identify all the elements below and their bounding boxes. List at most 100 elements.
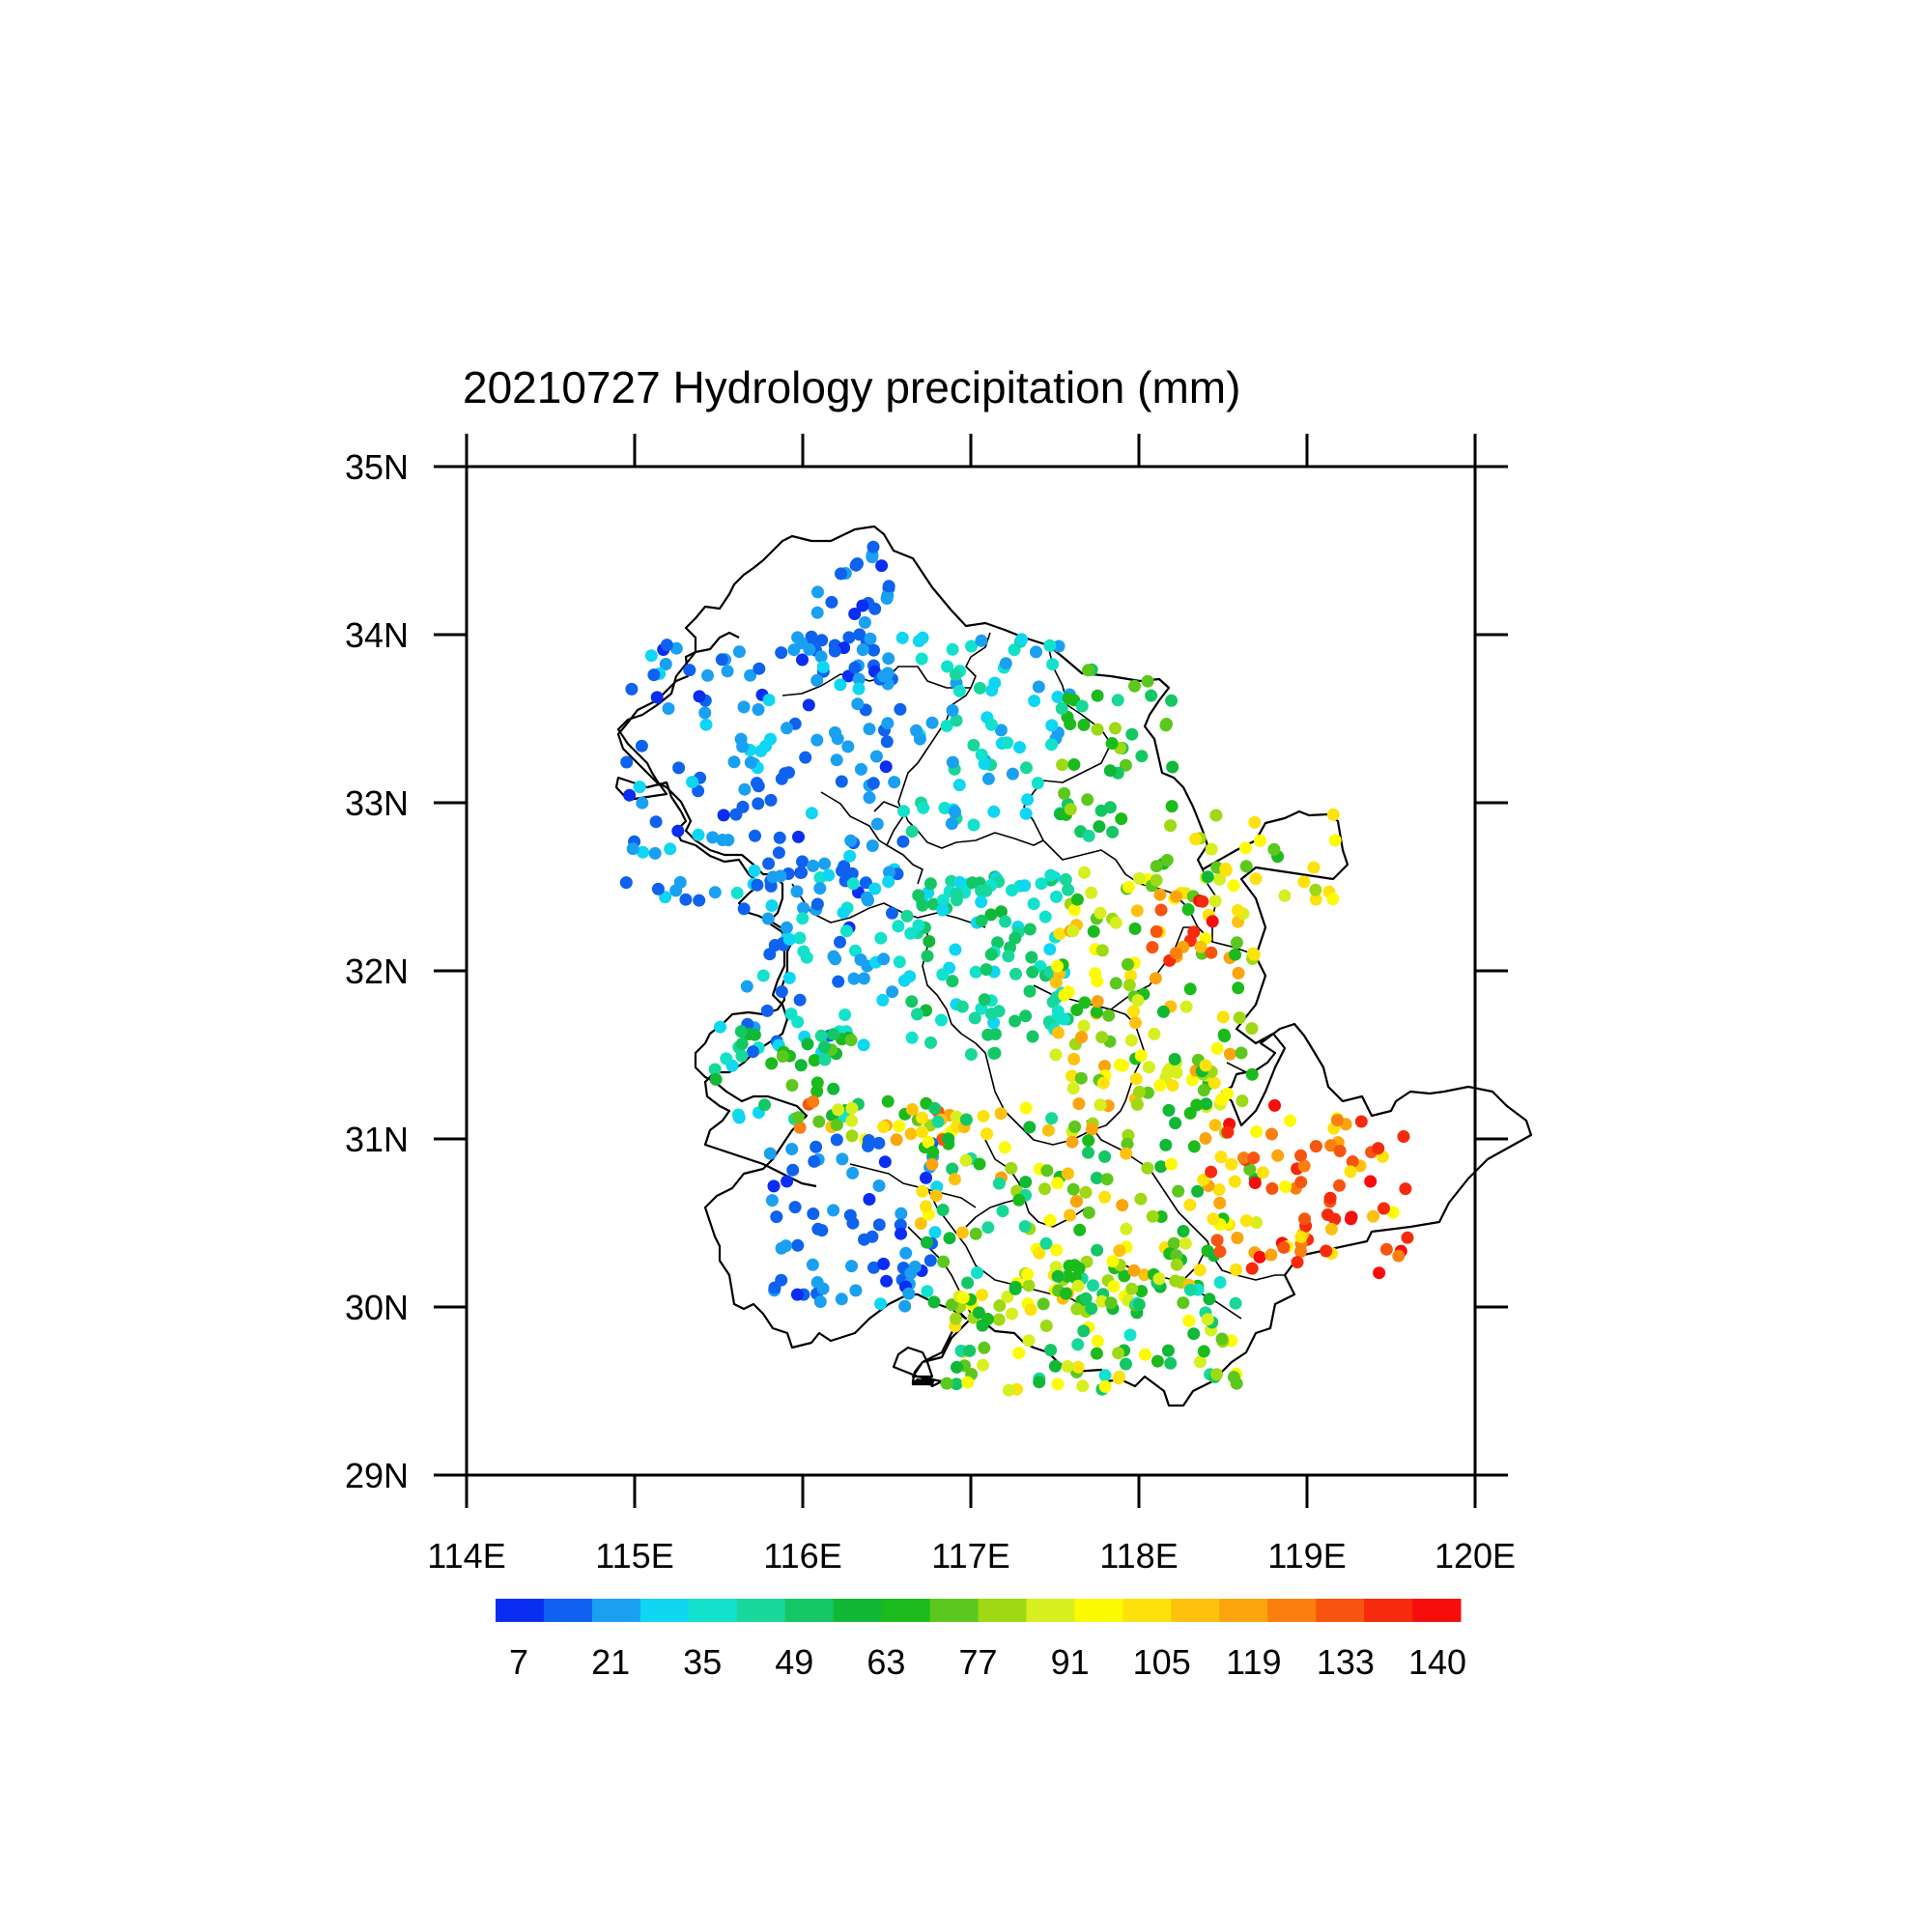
station-point xyxy=(842,631,856,644)
station-point xyxy=(1063,1259,1076,1272)
station-point xyxy=(1125,727,1139,741)
station-point xyxy=(936,968,950,981)
station-point xyxy=(1210,1041,1224,1055)
station-point xyxy=(801,1037,814,1051)
station-point xyxy=(1239,1214,1253,1228)
station-point xyxy=(971,1266,983,1279)
station-point xyxy=(1166,760,1179,774)
station-point xyxy=(772,846,785,860)
station-point xyxy=(784,1008,798,1021)
station-point xyxy=(744,668,757,682)
station-point xyxy=(1307,861,1321,874)
station-point xyxy=(921,950,934,963)
station-point xyxy=(949,1312,962,1325)
station-point xyxy=(1019,1101,1033,1115)
station-point xyxy=(1069,1195,1083,1208)
station-point xyxy=(1130,904,1144,918)
station-point xyxy=(1109,722,1122,735)
station-point xyxy=(825,595,838,609)
station-point xyxy=(1129,1072,1143,1086)
station-point xyxy=(880,735,894,749)
station-point xyxy=(905,995,919,1009)
station-point xyxy=(802,698,815,712)
station-point xyxy=(1279,1180,1292,1193)
station-point xyxy=(946,975,959,988)
station-point xyxy=(781,1175,794,1188)
station-point xyxy=(1090,1172,1103,1184)
x-tick-label: 118E xyxy=(1099,1536,1178,1576)
station-point xyxy=(1206,915,1219,928)
chart-title: 20210727 Hydrology precipitation (mm) xyxy=(463,362,1240,412)
station-point xyxy=(1170,890,1182,903)
station-point xyxy=(1228,1175,1241,1188)
station-point xyxy=(1165,1157,1178,1171)
station-point xyxy=(953,875,967,889)
station-point xyxy=(1091,1243,1104,1257)
station-point xyxy=(727,755,741,769)
station-point xyxy=(767,1179,781,1193)
station-point xyxy=(708,886,722,899)
station-point xyxy=(851,697,865,711)
station-point xyxy=(1050,1243,1064,1257)
station-point xyxy=(1197,1084,1210,1097)
station-point xyxy=(1326,808,1340,821)
station-point xyxy=(980,963,993,977)
station-point xyxy=(1085,1302,1098,1316)
station-point xyxy=(843,849,857,863)
station-point xyxy=(994,1107,1008,1121)
station-point xyxy=(852,672,866,686)
station-point xyxy=(1098,1150,1112,1163)
station-point xyxy=(1102,1009,1116,1022)
station-point xyxy=(977,1358,989,1372)
station-point xyxy=(671,824,685,838)
station-point xyxy=(868,602,882,615)
station-point xyxy=(633,781,646,794)
station-point xyxy=(959,1153,973,1167)
station-point xyxy=(1012,1347,1026,1360)
station-point xyxy=(883,866,895,879)
station-point xyxy=(782,932,796,946)
station-point xyxy=(1091,689,1104,702)
colorbar-labels: 7 21 35 49 63 77 91 105 119 133 140 xyxy=(509,1642,1466,1682)
station-point xyxy=(669,641,683,655)
station-point xyxy=(945,1298,958,1312)
station-point xyxy=(975,895,988,909)
station-point xyxy=(807,1208,820,1220)
station-point xyxy=(905,1031,919,1044)
station-point xyxy=(951,1360,963,1374)
station-point xyxy=(941,660,954,673)
station-point xyxy=(1247,948,1261,961)
station-point xyxy=(797,901,810,915)
station-point xyxy=(1182,1314,1196,1327)
station-point xyxy=(1040,1164,1054,1178)
station-point xyxy=(1161,1065,1175,1079)
colorbar-segment xyxy=(736,1599,786,1622)
station-point xyxy=(1324,1222,1338,1236)
station-point xyxy=(664,842,677,856)
station-point xyxy=(1278,889,1292,902)
station-point xyxy=(1194,940,1208,953)
station-point xyxy=(981,1028,995,1041)
station-point xyxy=(928,1101,942,1115)
colorbar-segment xyxy=(1364,1599,1413,1622)
station-point xyxy=(762,857,776,870)
station-point xyxy=(923,935,936,948)
station-point xyxy=(1091,723,1104,736)
station-point xyxy=(1077,718,1091,731)
station-point xyxy=(949,943,962,956)
station-point xyxy=(635,739,648,753)
station-point xyxy=(858,1233,870,1246)
station-point xyxy=(902,1287,916,1300)
station-point xyxy=(980,884,993,897)
station-point xyxy=(830,1118,843,1131)
station-point xyxy=(914,1217,927,1230)
station-point xyxy=(879,760,893,774)
station-point xyxy=(942,1132,955,1146)
station-point xyxy=(1138,1268,1151,1282)
station-point xyxy=(928,1226,942,1239)
station-point xyxy=(1213,1245,1227,1259)
station-point xyxy=(1248,815,1262,829)
station-point xyxy=(876,993,890,1007)
station-point xyxy=(912,919,925,932)
station-point xyxy=(1207,1212,1220,1226)
